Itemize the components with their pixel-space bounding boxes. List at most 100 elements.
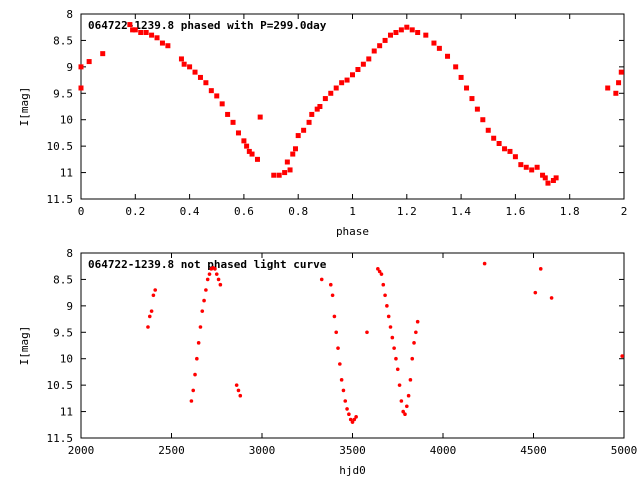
x-tick-label: 3000 [249, 444, 276, 457]
data-point [482, 261, 487, 266]
data-point [431, 40, 437, 46]
y-tick-label: 11.5 [47, 193, 74, 206]
data-point [207, 272, 212, 276]
data-point [213, 267, 217, 271]
data-point [344, 77, 350, 83]
x-tick-label: 5000 [611, 444, 638, 457]
data-point [322, 96, 328, 102]
data-point [347, 412, 351, 417]
data-points [146, 261, 624, 424]
data-point [138, 30, 144, 35]
x-tick-label: 0.4 [180, 205, 200, 218]
data-point [518, 162, 524, 168]
y-axis-label: I[mag] [18, 87, 31, 127]
data-point [203, 80, 209, 86]
data-point [348, 417, 353, 422]
data-points [78, 22, 624, 186]
data-point [408, 378, 413, 382]
data-point [236, 388, 241, 393]
data-point [187, 64, 193, 70]
data-point [436, 45, 442, 51]
data-point [405, 404, 409, 409]
data-point [244, 143, 250, 149]
data-point [507, 148, 513, 154]
data-point [336, 346, 340, 350]
data-point [393, 30, 399, 35]
x-tick-label: 2000 [68, 444, 95, 457]
data-point [445, 53, 451, 59]
data-point [189, 399, 194, 403]
x-tick-label: 4500 [520, 444, 547, 457]
x-tick-label: 1 [349, 205, 356, 218]
x-tick-label: 2500 [158, 444, 185, 457]
data-point [385, 304, 389, 308]
y-tick-label: 10 [60, 353, 73, 366]
data-point [377, 43, 383, 49]
data-point [132, 27, 138, 33]
data-point [410, 356, 415, 361]
data-point [339, 378, 344, 382]
data-point [401, 409, 405, 414]
data-point [397, 383, 402, 387]
data-point [542, 175, 548, 181]
data-point [334, 330, 339, 335]
data-point [151, 293, 156, 298]
data-point [469, 96, 475, 102]
data-point [276, 172, 282, 178]
data-point [100, 51, 106, 57]
data-point [191, 388, 196, 393]
y-tick-label: 9 [66, 300, 73, 313]
data-point [257, 114, 263, 120]
data-point [328, 90, 334, 96]
data-point [345, 407, 349, 411]
data-point [379, 272, 384, 276]
plot-frame [80, 252, 625, 439]
x-tick-label: 0 [78, 205, 85, 218]
data-point [154, 35, 160, 41]
x-axis-label: phase [336, 225, 369, 238]
data-point [398, 27, 404, 33]
data-point [545, 180, 551, 186]
data-point [153, 288, 158, 292]
data-point [412, 341, 416, 345]
y-axis-label: I[mag] [18, 326, 31, 366]
data-point [540, 172, 546, 178]
x-tick-label: 1.8 [560, 205, 580, 218]
chart-title: 064722-1239.8 phased with P=299.0day [88, 19, 327, 32]
data-point [350, 420, 355, 424]
data-point [613, 90, 619, 96]
y-tick-label: 11 [60, 167, 73, 180]
data-point [618, 69, 624, 75]
data-point [205, 277, 210, 282]
data-point [538, 267, 543, 271]
x-tick-label: 3500 [339, 444, 366, 457]
data-point [534, 164, 540, 170]
data-point [328, 282, 333, 287]
chart-panel-2: 2000 2500 3000 3500 4000 4500 5000 8 8.5 9 9.5 10 10… [18, 247, 637, 477]
y-tick-label: 8 [66, 8, 73, 21]
data-point [218, 282, 223, 287]
data-point [390, 335, 395, 340]
data-point [496, 141, 502, 146]
data-point [502, 146, 508, 152]
data-point [314, 106, 320, 112]
data-point [376, 267, 380, 271]
data-point [204, 288, 208, 292]
data-point [404, 24, 410, 30]
data-point [198, 325, 203, 329]
data-point [127, 22, 133, 28]
data-point [241, 138, 247, 144]
data-point [214, 272, 219, 276]
data-point [523, 164, 529, 170]
data-point [415, 30, 421, 35]
data-point [214, 93, 220, 99]
x-tick-label: 2 [621, 205, 628, 218]
data-point [453, 64, 459, 70]
data-point [219, 101, 225, 107]
data-point [616, 80, 622, 86]
data-point [480, 117, 486, 123]
data-point [86, 59, 92, 65]
data-point [354, 415, 358, 419]
